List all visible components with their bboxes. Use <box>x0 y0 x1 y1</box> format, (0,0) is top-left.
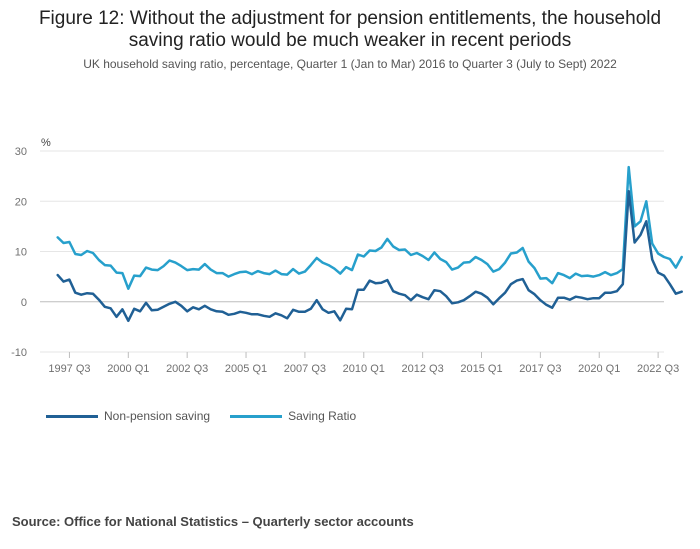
x-tick-label: 1997 Q3 <box>48 363 90 375</box>
series-line-saving-ratio[interactable] <box>56 165 683 290</box>
x-tick-label: 2015 Q1 <box>460 363 502 375</box>
series-line-non-pension-saving[interactable] <box>56 189 683 323</box>
legend: Non-pension saving Saving Ratio <box>46 409 376 423</box>
legend-swatch-saving-ratio <box>230 414 283 418</box>
chart-subtitle: UK household saving ratio, percentage, Q… <box>83 57 617 71</box>
legend-item-non-pension[interactable]: Non-pension saving <box>46 409 210 423</box>
y-axis: 30 20 10 0 -10% <box>11 137 51 359</box>
y-axis-unit-label: % <box>41 137 51 149</box>
legend-label-saving-ratio: Saving Ratio <box>288 409 357 423</box>
y-tick-label: 0 <box>21 297 27 309</box>
x-tick-label: 2022 Q3 <box>637 363 679 375</box>
source-note: Source: Office for National Statistics –… <box>12 514 414 529</box>
legend-label-non-pension: Non-pension saving <box>104 409 211 423</box>
x-tick-label: 2007 Q3 <box>284 363 326 375</box>
legend-swatch-non-pension <box>46 414 98 418</box>
y-tick-label: 10 <box>15 247 27 259</box>
y-tick-label: -10 <box>11 347 27 359</box>
y-tick-label: 20 <box>15 196 27 208</box>
x-tick-label: 2002 Q3 <box>166 363 208 375</box>
chart-title-line-2: saving ratio would be much weaker in rec… <box>128 30 572 51</box>
x-tick-label: 2017 Q3 <box>519 363 561 375</box>
y-tick-label: 30 <box>15 146 27 158</box>
series-lines <box>56 165 683 323</box>
chart-title-line-1: Figure 12: Without the adjustment for pe… <box>38 8 662 29</box>
x-tick-label: 2012 Q3 <box>402 363 444 375</box>
x-tick-label: 2005 Q1 <box>225 363 267 375</box>
x-tick-label: 2000 Q1 <box>107 363 149 375</box>
x-tick-label: 2010 Q1 <box>343 363 385 375</box>
chart-title: Figure 12: Without the adjustment for pe… <box>0 8 700 52</box>
x-axis: 1997 Q3 2000 Q1 2002 Q3 2005 Q1 2007 Q3 2010 … <box>48 352 679 375</box>
legend-item-saving-ratio[interactable]: Saving Ratio <box>230 409 356 423</box>
gridlines <box>40 150 664 353</box>
x-tick-label: 2020 Q1 <box>578 363 620 375</box>
